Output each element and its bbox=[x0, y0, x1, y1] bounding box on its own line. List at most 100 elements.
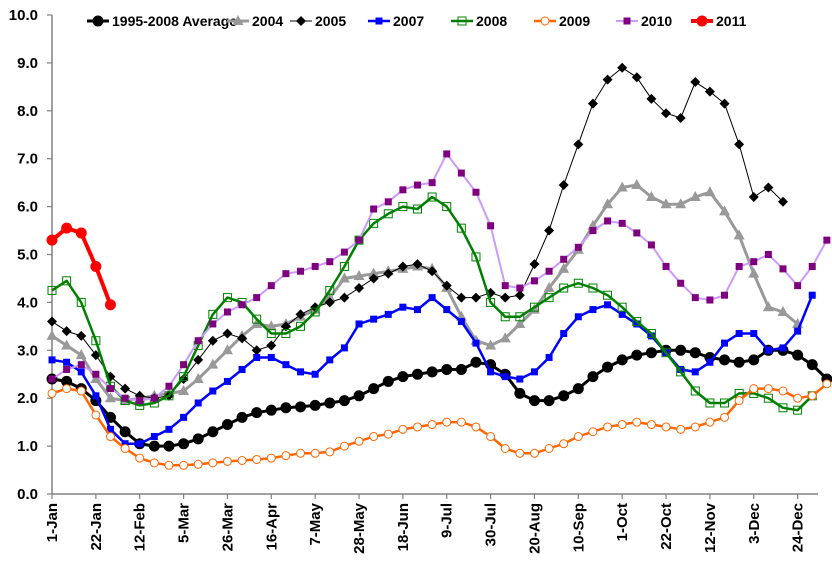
data-point bbox=[777, 305, 789, 316]
series-2010 bbox=[48, 150, 831, 405]
data-point bbox=[573, 139, 584, 150]
data-point bbox=[208, 458, 218, 468]
data-point bbox=[266, 329, 276, 339]
data-point bbox=[221, 419, 233, 431]
data-point bbox=[733, 229, 745, 240]
data-point bbox=[704, 186, 716, 197]
series-2011 bbox=[46, 222, 116, 311]
x-tick-label: 5-Mar bbox=[176, 503, 193, 543]
data-point bbox=[194, 337, 202, 345]
data-point bbox=[296, 448, 306, 458]
data-point bbox=[706, 296, 714, 304]
data-point bbox=[721, 339, 729, 347]
data-point bbox=[662, 262, 670, 270]
data-point bbox=[691, 294, 699, 302]
data-point bbox=[501, 282, 509, 290]
data-point bbox=[559, 283, 569, 293]
data-point bbox=[47, 388, 57, 398]
data-point bbox=[428, 294, 436, 302]
data-point bbox=[106, 385, 114, 393]
data-point bbox=[353, 390, 365, 402]
data-point bbox=[375, 17, 383, 25]
data-point bbox=[427, 420, 437, 430]
data-point bbox=[748, 192, 759, 203]
data-point bbox=[559, 439, 569, 449]
data-point bbox=[763, 182, 774, 193]
data-point bbox=[105, 432, 115, 442]
data-point bbox=[253, 353, 261, 361]
data-point bbox=[617, 302, 627, 312]
data-point bbox=[427, 266, 438, 277]
data-point bbox=[383, 209, 393, 219]
data-point bbox=[500, 443, 510, 453]
data-point bbox=[720, 398, 730, 408]
data-point bbox=[237, 333, 248, 344]
data-point bbox=[588, 283, 598, 293]
data-point bbox=[383, 429, 393, 439]
y-tick-label: 6.0 bbox=[17, 199, 38, 216]
data-point bbox=[646, 329, 656, 339]
data-point bbox=[470, 292, 481, 303]
data-point bbox=[457, 318, 465, 326]
data-point bbox=[558, 180, 569, 191]
data-point bbox=[280, 402, 292, 414]
data-point bbox=[370, 315, 378, 323]
data-point bbox=[150, 394, 158, 402]
data-point bbox=[353, 270, 365, 281]
data-point bbox=[282, 361, 290, 369]
y-tick-label: 8.0 bbox=[17, 103, 38, 120]
data-point bbox=[180, 361, 188, 369]
data-point bbox=[529, 448, 539, 458]
data-point bbox=[266, 453, 276, 463]
data-point bbox=[237, 455, 247, 465]
data-point bbox=[208, 309, 218, 319]
data-point bbox=[778, 403, 788, 413]
data-point bbox=[706, 358, 714, 366]
data-point bbox=[121, 440, 129, 448]
data-point bbox=[660, 198, 672, 209]
data-point bbox=[677, 279, 685, 287]
data-point bbox=[297, 368, 305, 376]
data-point bbox=[326, 356, 334, 364]
data-point bbox=[326, 258, 334, 266]
data-point bbox=[354, 283, 365, 294]
data-point bbox=[646, 420, 656, 430]
legend-item: 2009 bbox=[534, 13, 590, 29]
series-2007 bbox=[48, 291, 816, 448]
data-point bbox=[325, 447, 335, 457]
data-point bbox=[399, 186, 407, 194]
data-point bbox=[676, 367, 686, 377]
data-point bbox=[179, 460, 189, 470]
data-point bbox=[705, 398, 715, 408]
data-point bbox=[92, 15, 104, 27]
data-point bbox=[76, 386, 86, 396]
data-point bbox=[734, 396, 744, 406]
data-point bbox=[310, 448, 320, 458]
data-point bbox=[794, 282, 802, 290]
data-point bbox=[340, 344, 348, 352]
data-point bbox=[207, 335, 218, 346]
data-point bbox=[368, 273, 379, 284]
data-point bbox=[631, 179, 643, 190]
x-tick-label: 18-Jun bbox=[395, 503, 412, 551]
data-point bbox=[413, 204, 422, 214]
data-point bbox=[823, 236, 831, 244]
data-point bbox=[354, 436, 364, 446]
data-point bbox=[413, 422, 422, 432]
x-tick-label: 9-Jul bbox=[439, 503, 456, 538]
data-point bbox=[514, 387, 526, 399]
data-point bbox=[251, 345, 262, 356]
data-point bbox=[179, 372, 189, 382]
data-point bbox=[514, 290, 525, 301]
data-point bbox=[560, 255, 568, 263]
data-point bbox=[324, 297, 335, 308]
data-point bbox=[340, 248, 348, 256]
data-point bbox=[647, 241, 655, 249]
x-tick-label: 10-Sep bbox=[570, 503, 587, 552]
data-point bbox=[90, 350, 101, 361]
data-point bbox=[295, 309, 306, 320]
data-point bbox=[528, 395, 540, 407]
data-point bbox=[296, 321, 306, 331]
data-point bbox=[295, 401, 307, 413]
